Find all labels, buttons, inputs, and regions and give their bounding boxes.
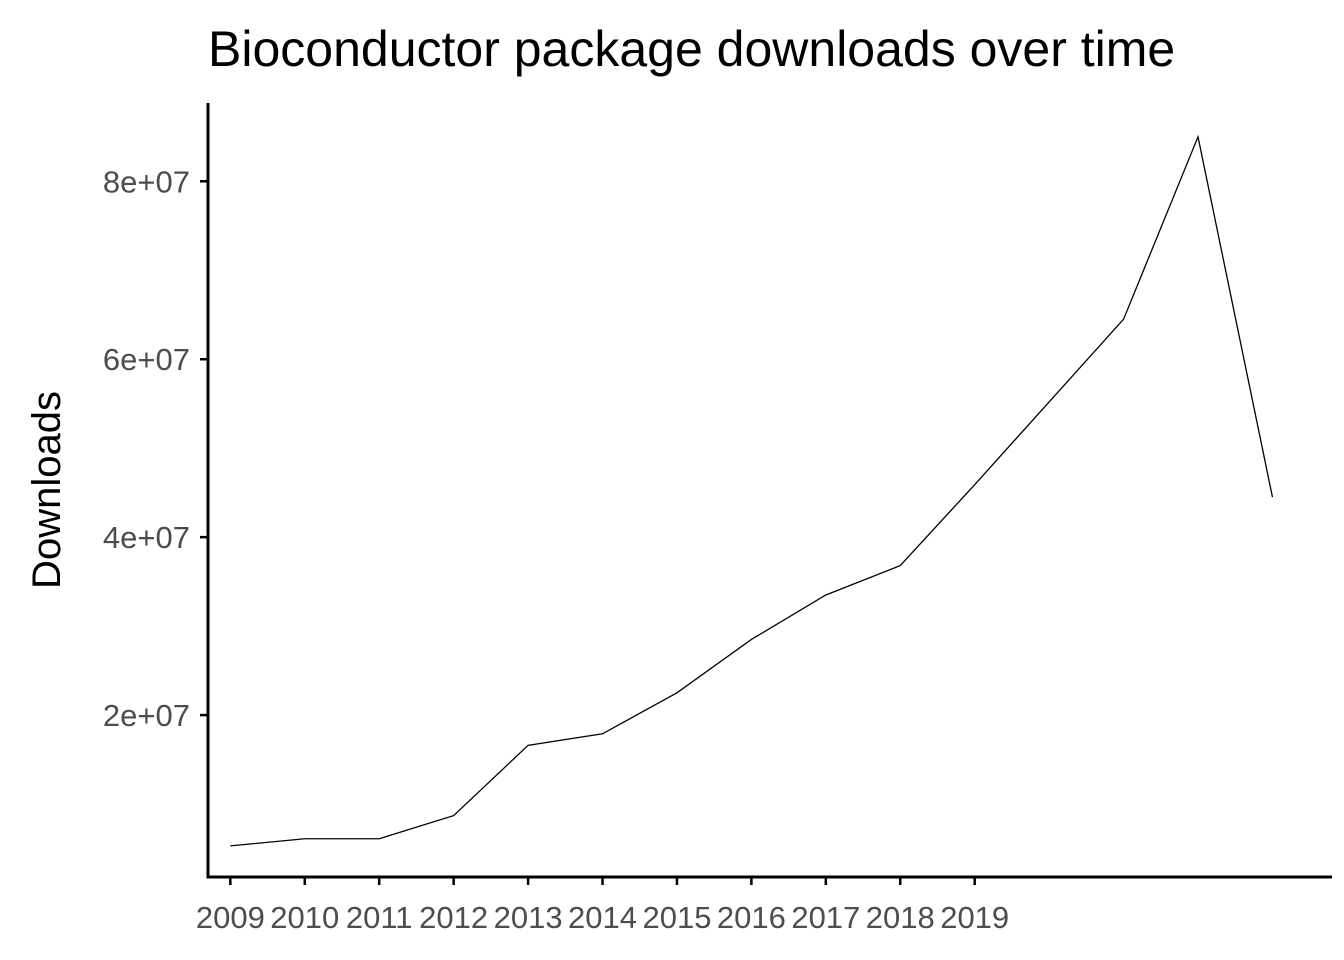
y-tick-label: 2e+07	[103, 698, 190, 733]
x-tick-label: 2018	[866, 900, 935, 935]
x-tick-label: 2013	[494, 900, 563, 935]
x-tick-label: 2012	[419, 900, 488, 935]
x-tick-label: 2009	[196, 900, 265, 935]
plot-area: 2e+07 4e+07 6e+07 8e+07 2009 2010 2011 2012 2013…	[103, 103, 1332, 935]
y-tick-label: 4e+07	[103, 520, 190, 555]
y-tick-label: 8e+07	[103, 164, 190, 199]
x-tick-label: 2016	[717, 900, 786, 935]
y-axis-label: Downloads	[25, 391, 69, 589]
x-tick-label: 2014	[568, 900, 637, 935]
x-tick-label: 2010	[270, 900, 339, 935]
x-tick-label: 2017	[791, 900, 860, 935]
downloads-series-line	[230, 134, 1274, 847]
x-tick-label: 2019	[940, 900, 1009, 935]
chart-title: Bioconductor package downloads over time	[208, 21, 1175, 77]
x-tick-label: 2011	[346, 900, 413, 935]
x-tick-label: 2015	[642, 900, 711, 935]
y-tick-label: 6e+07	[103, 342, 190, 377]
